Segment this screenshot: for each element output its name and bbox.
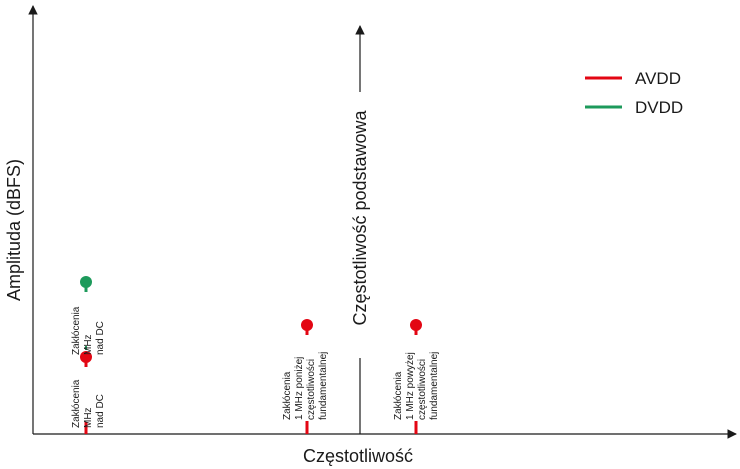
- spur-dc-dvdd-line-2: MHz: [83, 334, 94, 355]
- spur-dc-avdd-label: Zakłócenia MHz nad DC: [71, 379, 106, 428]
- x-axis-label: Częstotliwość: [303, 446, 413, 466]
- spur-dc-dvdd-marker: [80, 276, 92, 288]
- spur-below-label: Zakłócenia 1 MHz poniżej częstotliwości …: [282, 352, 329, 420]
- spur-dc-dvdd-label: Zakłócenia MHz nad DC: [71, 306, 106, 355]
- spur-above-fundamental: Zakłócenia 1 MHz powyżej częstotliwości …: [393, 319, 440, 434]
- spur-dc: Zakłócenia MHz nad DC Zakłócenia MHz nad…: [71, 276, 106, 434]
- spur-dc-avdd-line-3: nad DC: [95, 394, 106, 428]
- spur-dc-avdd-line-2: MHz: [83, 407, 94, 428]
- spur-above-line-3: częstotliwości: [417, 359, 428, 420]
- spur-below-line-3: częstotliwości: [306, 359, 317, 420]
- spur-below-line-4: fundamentalnej: [318, 352, 329, 420]
- spur-dc-avdd-line-1: Zakłócenia: [71, 379, 82, 428]
- spur-dc-dvdd-line-1: Zakłócenia: [71, 306, 82, 355]
- spur-above-label: Zakłócenia 1 MHz powyżej częstotliwości …: [393, 352, 440, 420]
- legend-dvdd-label: DVDD: [635, 98, 683, 117]
- fundamental-label: Częstotliwość podstawowa: [350, 109, 370, 325]
- spur-below-marker: [301, 319, 313, 331]
- spur-below-fundamental: Zakłócenia 1 MHz poniżej częstotliwości …: [282, 319, 329, 434]
- spur-below-line-2: 1 MHz poniżej: [294, 357, 305, 420]
- spur-above-line-4: fundamentalnej: [429, 352, 440, 420]
- spur-above-line-2: 1 MHz powyżej: [405, 352, 416, 420]
- spur-dc-avdd-marker: [80, 351, 92, 363]
- spur-above-marker: [410, 319, 422, 331]
- legend: AVDD DVDD: [585, 69, 683, 117]
- y-axis-label: Amplituda (dBFS): [4, 159, 24, 301]
- spur-dc-dvdd-line-3: nad DC: [95, 321, 106, 355]
- spur-below-line-1: Zakłócenia: [282, 371, 293, 420]
- legend-avdd-label: AVDD: [635, 69, 681, 88]
- spur-above-line-1: Zakłócenia: [393, 371, 404, 420]
